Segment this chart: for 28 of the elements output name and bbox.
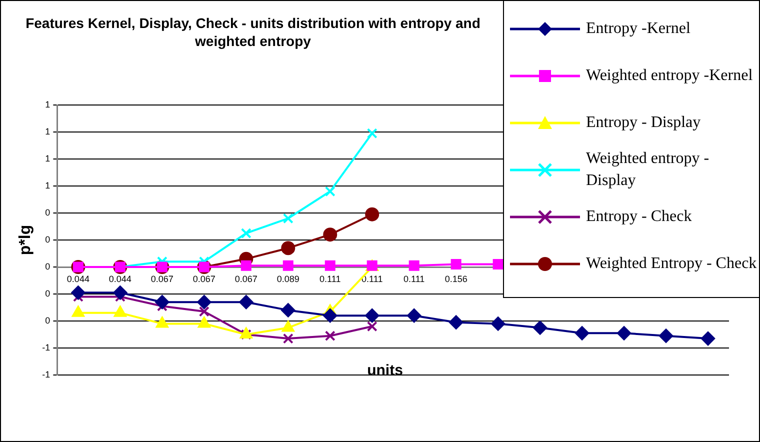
x-tick-label: 0.089: [276, 274, 300, 284]
legend-label: Weighted entropy -Kernel: [586, 66, 753, 86]
chart-title: Features Kernel, Display, Check - units distribution with entropy and weighted entropy: [24, 14, 482, 50]
y-tick-label: 1: [45, 99, 50, 110]
y-tick-label: 0: [45, 207, 50, 218]
y-tick-label: 1: [45, 126, 50, 136]
legend-label: Entropy - Check: [586, 206, 692, 226]
x-tick-label: 0.067: [234, 274, 258, 284]
y-tick-label: -1: [42, 369, 50, 380]
x-tick-label: 0.111: [404, 274, 425, 284]
x-tick-label: 0.156: [444, 274, 468, 284]
x-tick-label: 0.044: [66, 274, 90, 284]
y-tick-label: 0: [45, 234, 50, 244]
y-axis-title: p*lg: [17, 224, 34, 256]
legend-label: Weighted entropy - Display: [586, 148, 710, 190]
y-tick-label: 0: [45, 261, 50, 272]
x-tick-label: 0.067: [192, 274, 216, 284]
y-tick-label: 0: [45, 315, 50, 326]
y-tick-label: 1: [45, 180, 50, 190]
legend-label: Entropy -Kernel: [586, 18, 690, 38]
x-tick-label: 0.044: [108, 274, 132, 284]
y-tick-label: -1: [42, 342, 50, 352]
legend-label: Entropy - Display: [586, 112, 701, 132]
legend-label: Weighted Entropy - Check: [586, 254, 757, 274]
x-tick-label: 0.111: [320, 274, 341, 284]
y-tick-label: 1: [45, 153, 50, 164]
y-tick-label: 0: [45, 288, 50, 298]
x-tick-label: 0.067: [150, 274, 174, 284]
